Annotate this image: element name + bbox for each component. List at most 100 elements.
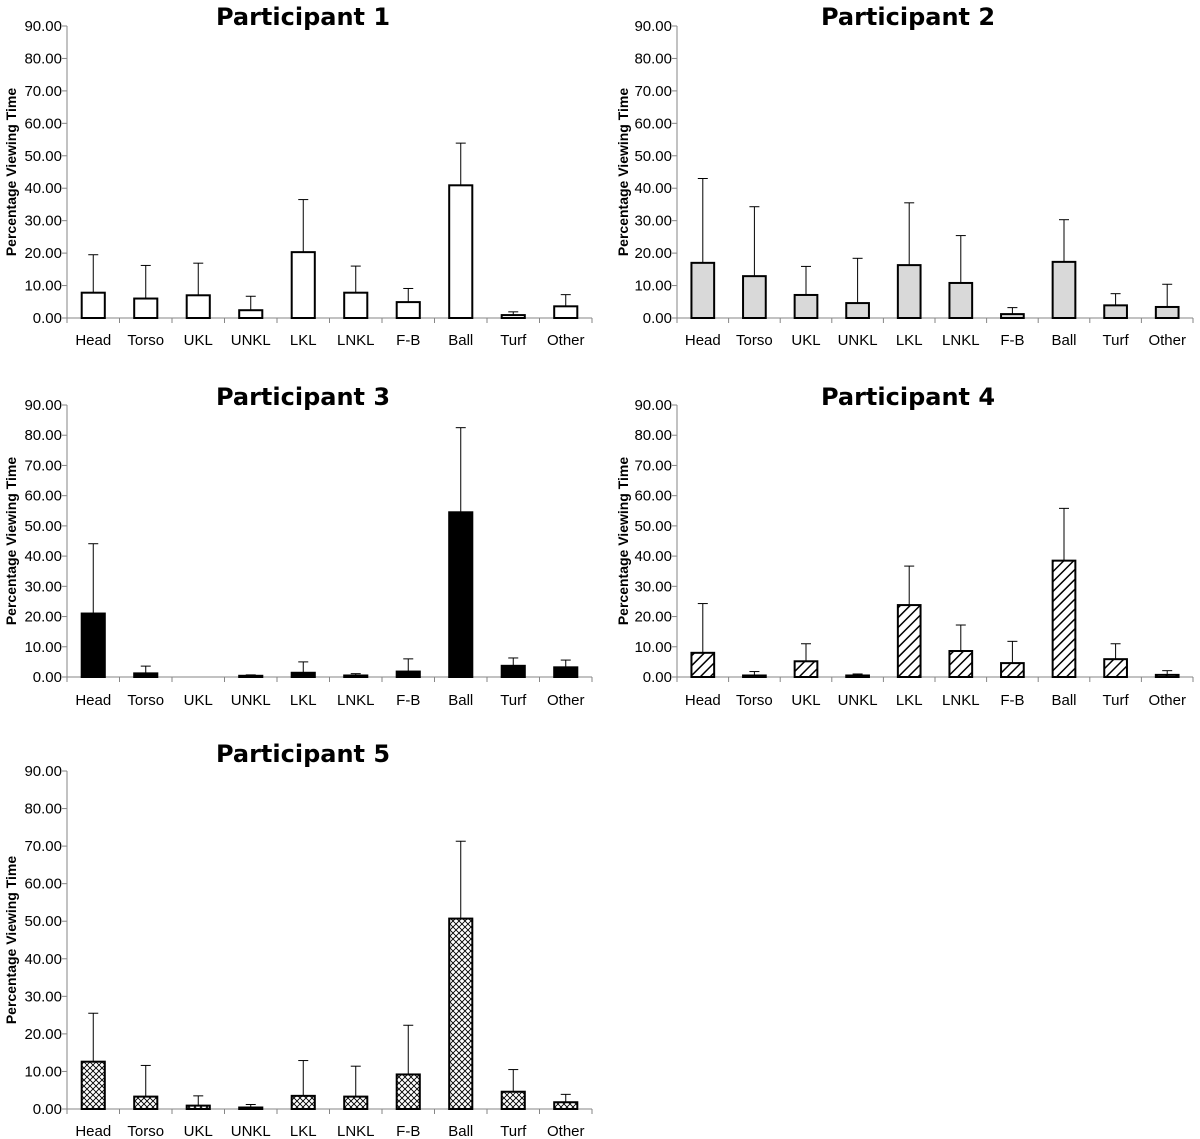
chart-title: Participant 5 (216, 740, 390, 768)
x-tick-label: LKL (290, 1123, 317, 1139)
bar-other (553, 305, 579, 320)
x-tick-label: LKL (896, 332, 923, 349)
y-tick-label: 30.00 (24, 988, 62, 1005)
bar-ukl (793, 660, 819, 678)
bar-turf (500, 1090, 526, 1111)
x-tick-label: LNKL (337, 692, 375, 709)
x-tick-label: Head (685, 692, 721, 709)
bar-ball (1051, 260, 1077, 320)
y-tick-label: 40.00 (634, 180, 672, 197)
bar-head (80, 291, 106, 319)
bar-turf (1103, 658, 1128, 678)
x-tick-label: LNKL (942, 332, 980, 349)
y-tick-label: 40.00 (24, 180, 62, 197)
x-tick-label: F-B (396, 332, 420, 349)
chart-title: Participant 2 (821, 3, 995, 31)
x-tick-label: UKL (791, 332, 820, 349)
y-axis-label: Percentage Viewing Time (615, 457, 631, 626)
x-tick-label: LNKL (337, 1123, 375, 1139)
bar-turf (1103, 304, 1128, 320)
x-tick-label: Other (547, 332, 585, 349)
bar-unkl (845, 302, 870, 320)
y-tick-label: 60.00 (24, 488, 62, 505)
x-tick-label: Torso (127, 332, 164, 349)
y-tick-label: 10.00 (24, 1063, 62, 1080)
chart-title: Participant 4 (821, 383, 995, 411)
y-tick-label: 10.00 (634, 278, 672, 295)
bar-head (80, 1060, 106, 1111)
bar-f-b (395, 301, 421, 320)
x-tick-label: UNKL (231, 1123, 271, 1139)
y-tick-label: 10.00 (24, 278, 62, 295)
bar-lkl (290, 671, 316, 678)
bar-f-b (395, 670, 421, 678)
y-tick-label: 60.00 (634, 488, 672, 505)
y-tick-label: 80.00 (24, 427, 62, 444)
bar-f-b (395, 1073, 421, 1110)
x-tick-label: Torso (736, 692, 773, 709)
x-tick-label: Turf (500, 1123, 527, 1139)
x-tick-label: Other (1148, 332, 1186, 349)
y-tick-label: 50.00 (24, 913, 62, 930)
y-tick-label: 70.00 (24, 83, 62, 100)
y-tick-label: 40.00 (24, 548, 62, 565)
x-tick-label: UNKL (838, 692, 878, 709)
bar-ukl (185, 294, 211, 319)
y-tick-label: 30.00 (24, 213, 62, 230)
chart-title: Participant 1 (216, 3, 390, 31)
y-tick-label: 10.00 (24, 639, 62, 656)
x-tick-label: UNKL (838, 332, 878, 349)
bar-unkl (238, 309, 264, 320)
y-tick-label: 60.00 (24, 876, 62, 893)
x-tick-label: Other (547, 692, 585, 709)
bar-ball (448, 917, 474, 1110)
bar-other (1154, 305, 1180, 320)
y-tick-label: 30.00 (24, 578, 62, 595)
x-tick-label: Head (75, 692, 111, 709)
y-tick-label: 20.00 (24, 1026, 62, 1043)
y-tick-label: 50.00 (634, 148, 672, 165)
x-tick-label: Head (685, 332, 721, 349)
y-tick-label: 60.00 (24, 115, 62, 132)
bar-turf (500, 314, 526, 319)
bar-other (553, 666, 579, 679)
y-tick-label: 50.00 (24, 148, 62, 165)
x-tick-label: LKL (290, 692, 317, 709)
x-tick-label: Torso (127, 692, 164, 709)
bar-unkl (238, 674, 264, 679)
bar-lnkl (948, 650, 974, 679)
bar-ball (448, 184, 474, 319)
x-tick-label: UNKL (231, 332, 271, 349)
y-tick-label: 40.00 (634, 548, 672, 565)
x-tick-label: F-B (1000, 692, 1024, 709)
y-tick-label: 10.00 (634, 639, 672, 656)
x-tick-label: UKL (791, 692, 820, 709)
bar-ball (448, 511, 474, 678)
y-tick-label: 50.00 (24, 518, 62, 535)
y-tick-label: 80.00 (24, 801, 62, 818)
y-tick-label: 90.00 (24, 18, 62, 35)
bar-lkl (896, 604, 922, 678)
y-tick-label: 80.00 (24, 50, 62, 67)
x-tick-label: Ball (1051, 692, 1076, 709)
y-axis-label: Percentage Viewing Time (3, 457, 19, 626)
chart-panel-1: Participant 1 Percentage Viewing Time 0.00… (3, 3, 593, 349)
bar-torso (133, 297, 159, 319)
x-tick-label: Ball (1051, 332, 1076, 349)
x-tick-label: Head (75, 332, 111, 349)
x-tick-label: Turf (1103, 692, 1130, 709)
x-tick-label: F-B (396, 1123, 420, 1139)
chart-panel-2: Participant 2 Percentage Viewing Time 0.00… (615, 3, 1194, 349)
x-tick-label: Torso (736, 332, 773, 349)
y-tick-label: 30.00 (634, 578, 672, 595)
chart-title: Participant 3 (216, 383, 390, 411)
x-tick-label: UKL (184, 692, 213, 709)
bar-other (1154, 673, 1180, 679)
y-tick-label: 70.00 (24, 838, 62, 855)
y-tick-label: 60.00 (634, 115, 672, 132)
bar-torso (742, 674, 767, 679)
bar-lnkl (343, 674, 369, 679)
y-tick-label: 0.00 (33, 310, 62, 327)
y-tick-label: 20.00 (634, 609, 672, 626)
y-axis-label: Percentage Viewing Time (615, 88, 631, 257)
